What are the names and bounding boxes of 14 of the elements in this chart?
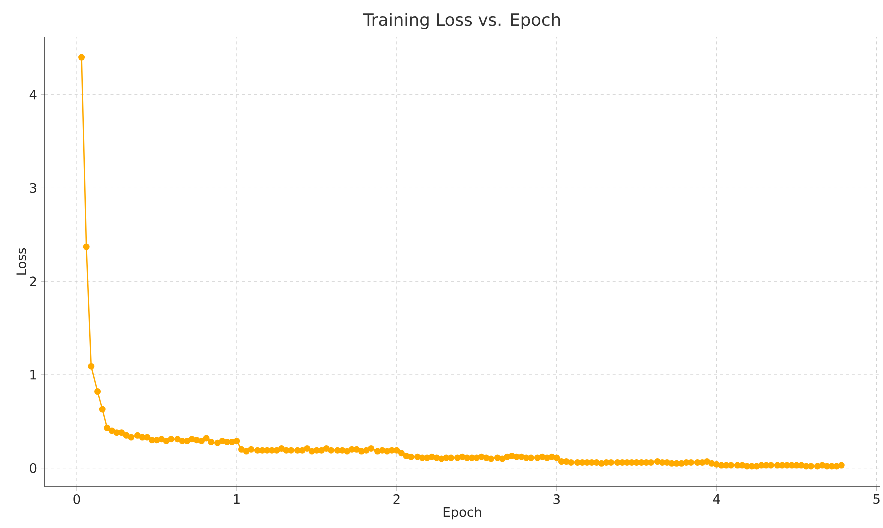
y-tick-label: 1 bbox=[30, 370, 36, 380]
x-tick-label: 1 bbox=[234, 494, 240, 504]
y-tick-label: 0 bbox=[30, 463, 37, 474]
y-tick-label: 3 bbox=[30, 183, 36, 194]
x-axis-title: Epoch bbox=[444, 507, 482, 520]
x-tick-label: 3 bbox=[554, 494, 560, 504]
chart-title: Training Loss vs. Epoch bbox=[363, 13, 560, 30]
x-tick-label: 5 bbox=[874, 494, 880, 504]
y-tick-label: 4 bbox=[30, 90, 37, 100]
y-tick-label: 2 bbox=[30, 276, 36, 286]
x-tick-label: 2 bbox=[394, 494, 400, 504]
x-tick-label: 4 bbox=[713, 494, 720, 504]
x-tick-label: 0 bbox=[74, 494, 80, 504]
y-axis-title: Loss bbox=[16, 248, 26, 275]
